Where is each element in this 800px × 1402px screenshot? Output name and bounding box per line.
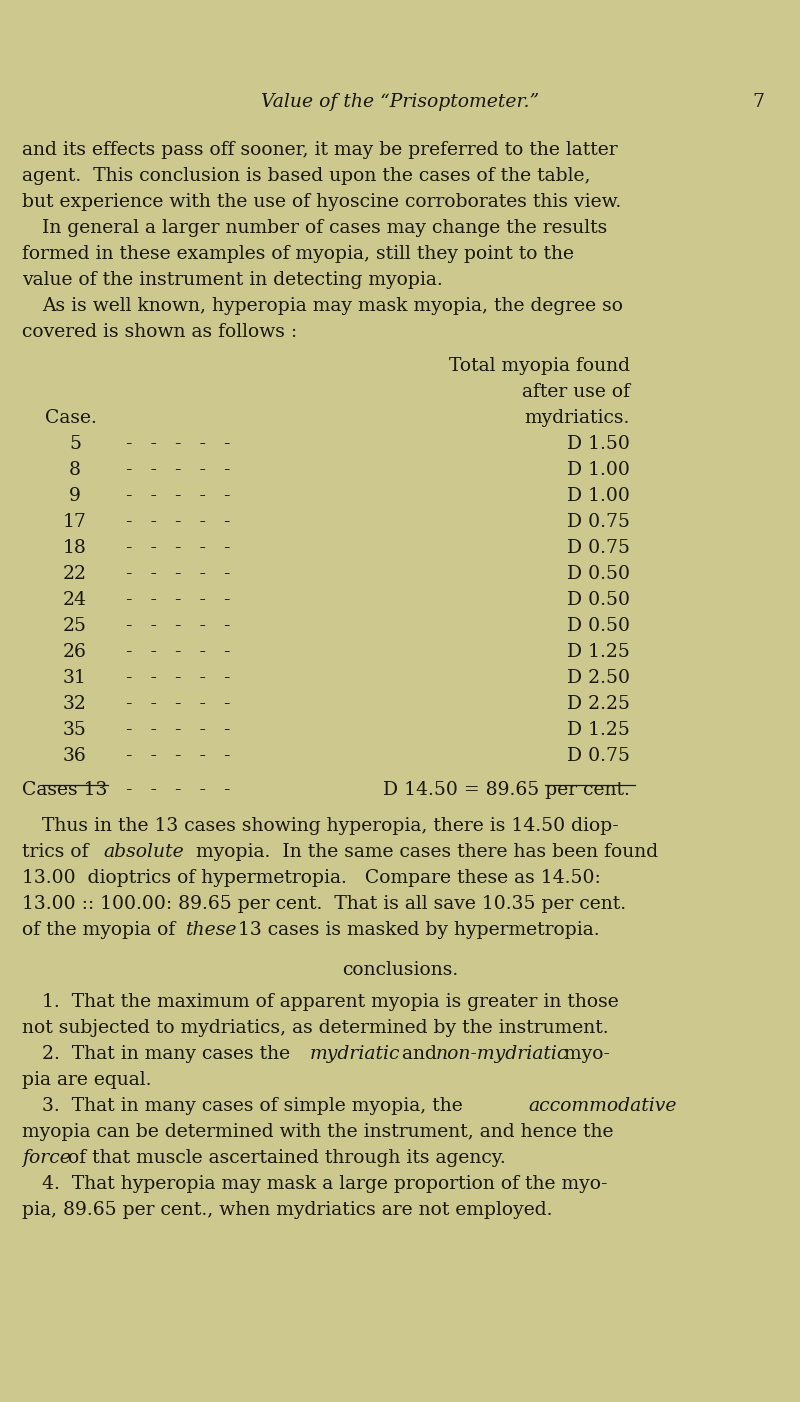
Text: 13 cases is masked by hypermetropia.: 13 cases is masked by hypermetropia. xyxy=(232,921,600,939)
Text: and its effects pass off sooner, it may be preferred to the latter: and its effects pass off sooner, it may … xyxy=(22,142,618,158)
Text: 3.  That in many cases of simple myopia, the: 3. That in many cases of simple myopia, … xyxy=(42,1096,469,1115)
Text: D 0.75: D 0.75 xyxy=(567,513,630,531)
Text: Total myopia found: Total myopia found xyxy=(449,358,630,374)
Text: D 2.25: D 2.25 xyxy=(567,695,630,714)
Text: 1.  That the maximum of apparent myopia is greater in those: 1. That the maximum of apparent myopia i… xyxy=(42,993,618,1011)
Text: not subjected to mydriatics, as determined by the instrument.: not subjected to mydriatics, as determin… xyxy=(22,1019,609,1037)
Text: 13.00  dioptrics of hypermetropia.   Compare these as 14.50:: 13.00 dioptrics of hypermetropia. Compar… xyxy=(22,869,601,887)
Text: these: these xyxy=(186,921,238,939)
Text: D 1.25: D 1.25 xyxy=(567,644,630,660)
Text: D 1.00: D 1.00 xyxy=(567,461,630,479)
Text: 18: 18 xyxy=(63,538,87,557)
Text: non-mydriatic: non-mydriatic xyxy=(436,1044,568,1063)
Text: -   -   -   -   -: - - - - - xyxy=(120,644,237,660)
Text: 5: 5 xyxy=(69,435,81,453)
Text: Value of the “Prisoptometer.”: Value of the “Prisoptometer.” xyxy=(261,93,539,111)
Text: accommodative: accommodative xyxy=(528,1096,677,1115)
Text: 4.  That hyperopia may mask a large proportion of the myo-: 4. That hyperopia may mask a large propo… xyxy=(42,1175,607,1193)
Text: D 0.50: D 0.50 xyxy=(567,617,630,635)
Text: and: and xyxy=(396,1044,443,1063)
Text: D 0.75: D 0.75 xyxy=(567,747,630,765)
Text: D 0.50: D 0.50 xyxy=(567,565,630,583)
Text: 36: 36 xyxy=(63,747,87,765)
Text: 35: 35 xyxy=(63,721,87,739)
Text: Cases 13: Cases 13 xyxy=(22,781,107,799)
Text: -   -   -   -   -: - - - - - xyxy=(120,592,237,608)
Text: 9: 9 xyxy=(69,486,81,505)
Text: -   -   -   -   -: - - - - - xyxy=(120,513,237,531)
Text: 25: 25 xyxy=(63,617,87,635)
Text: D 1.50: D 1.50 xyxy=(567,435,630,453)
Text: of the myopia of: of the myopia of xyxy=(22,921,182,939)
Text: As is well known, hyperopia may mask myopia, the degree so: As is well known, hyperopia may mask myo… xyxy=(42,297,623,315)
Text: mydriatics.: mydriatics. xyxy=(525,409,630,428)
Text: myopia.  In the same cases there has been found: myopia. In the same cases there has been… xyxy=(190,843,658,861)
Text: -   -   -   -   -: - - - - - xyxy=(120,721,237,739)
Text: conclusions.: conclusions. xyxy=(342,960,458,979)
Text: D 0.75: D 0.75 xyxy=(567,538,630,557)
Text: 31: 31 xyxy=(63,669,87,687)
Text: 2.  That in many cases the: 2. That in many cases the xyxy=(42,1044,296,1063)
Text: pia, 89.65 per cent., when mydriatics are not employed.: pia, 89.65 per cent., when mydriatics ar… xyxy=(22,1202,553,1218)
Text: D 1.25: D 1.25 xyxy=(567,721,630,739)
Text: pia are equal.: pia are equal. xyxy=(22,1071,151,1089)
Text: 32: 32 xyxy=(63,695,87,714)
Text: myopia can be determined with the instrument, and hence the: myopia can be determined with the instru… xyxy=(22,1123,614,1141)
Text: trics of: trics of xyxy=(22,843,94,861)
Text: mydriatic: mydriatic xyxy=(310,1044,401,1063)
Text: after use of: after use of xyxy=(522,383,630,401)
Text: 8: 8 xyxy=(69,461,81,479)
Text: but experience with the use of hyoscine corroborates this view.: but experience with the use of hyoscine … xyxy=(22,193,622,210)
Text: 24: 24 xyxy=(63,592,87,608)
Text: 26: 26 xyxy=(63,644,87,660)
Text: agent.  This conclusion is based upon the cases of the table,: agent. This conclusion is based upon the… xyxy=(22,167,590,185)
Text: D 2.50: D 2.50 xyxy=(567,669,630,687)
Text: force: force xyxy=(22,1150,71,1166)
Text: Thus in the 13 cases showing hyperopia, there is 14.50 diop-: Thus in the 13 cases showing hyperopia, … xyxy=(42,817,618,836)
Text: of that muscle ascertained through its agency.: of that muscle ascertained through its a… xyxy=(62,1150,506,1166)
Text: myo-: myo- xyxy=(558,1044,610,1063)
Text: formed in these examples of myopia, still they point to the: formed in these examples of myopia, stil… xyxy=(22,245,574,264)
Text: absolute: absolute xyxy=(103,843,184,861)
Text: D 0.50: D 0.50 xyxy=(567,592,630,608)
Text: -   -   -   -   -: - - - - - xyxy=(120,747,237,765)
Text: -   -   -   -   -: - - - - - xyxy=(120,538,237,557)
Text: -   -   -   -   -: - - - - - xyxy=(120,617,237,635)
Text: -   -   -   -   -: - - - - - xyxy=(120,461,237,479)
Text: Case.: Case. xyxy=(45,409,97,428)
Text: -   -   -   -   -: - - - - - xyxy=(120,669,237,687)
Text: 7: 7 xyxy=(752,93,764,111)
Text: -   -   -   -   -: - - - - - xyxy=(120,781,237,799)
Text: value of the instrument in detecting myopia.: value of the instrument in detecting myo… xyxy=(22,271,442,289)
Text: -   -   -   -   -: - - - - - xyxy=(120,435,237,453)
Text: -   -   -   -   -: - - - - - xyxy=(120,695,237,714)
Text: -   -   -   -   -: - - - - - xyxy=(120,486,237,505)
Text: 22: 22 xyxy=(63,565,87,583)
Text: 13.00 :: 100.00: 89.65 per cent.  That is all save 10.35 per cent.: 13.00 :: 100.00: 89.65 per cent. That is… xyxy=(22,894,626,913)
Text: -   -   -   -   -: - - - - - xyxy=(120,565,237,583)
Text: D 1.00: D 1.00 xyxy=(567,486,630,505)
Text: In general a larger number of cases may change the results: In general a larger number of cases may … xyxy=(42,219,607,237)
Text: covered is shown as follows :: covered is shown as follows : xyxy=(22,322,297,341)
Text: 17: 17 xyxy=(63,513,87,531)
Text: D 14.50 = 89.65 per cent.: D 14.50 = 89.65 per cent. xyxy=(383,781,630,799)
